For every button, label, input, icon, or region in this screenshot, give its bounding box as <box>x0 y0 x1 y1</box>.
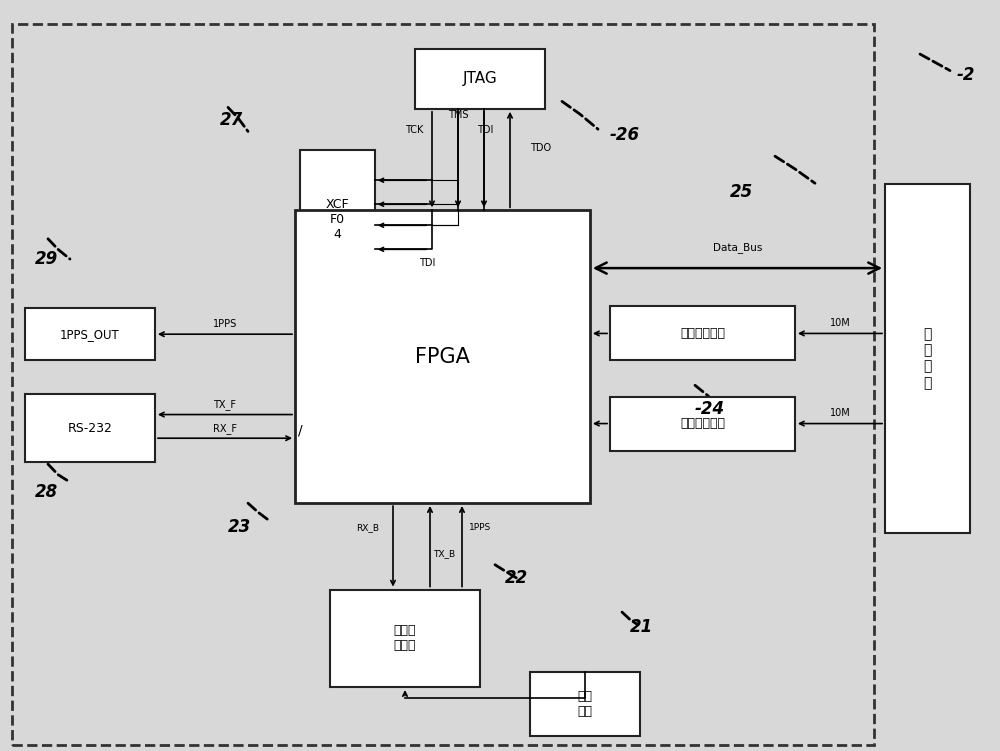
Text: /: / <box>298 423 302 437</box>
Text: 29: 29 <box>35 250 58 268</box>
Text: TDI: TDI <box>477 125 493 134</box>
Text: -2: -2 <box>957 66 976 84</box>
FancyBboxPatch shape <box>885 184 970 533</box>
FancyBboxPatch shape <box>25 394 155 462</box>
Text: RS-232: RS-232 <box>68 421 112 435</box>
Text: Data_Bus: Data_Bus <box>713 243 762 253</box>
Text: 21: 21 <box>630 618 653 636</box>
Text: 10M: 10M <box>830 318 850 328</box>
Text: TCK: TCK <box>405 125 423 134</box>
Text: FPGA: FPGA <box>415 347 470 366</box>
Text: RX_F: RX_F <box>213 423 237 434</box>
Text: -26: -26 <box>610 126 640 144</box>
Text: XCF
F0
4: XCF F0 4 <box>326 198 349 241</box>
Text: 北斗接
收模块: 北斗接 收模块 <box>394 624 416 653</box>
FancyBboxPatch shape <box>610 306 795 360</box>
FancyBboxPatch shape <box>330 590 480 687</box>
FancyBboxPatch shape <box>300 150 375 289</box>
FancyBboxPatch shape <box>25 308 155 360</box>
Text: 总
线
接
口: 总 线 接 口 <box>923 327 932 390</box>
Text: JTAG: JTAG <box>463 71 497 86</box>
Text: -24: -24 <box>695 400 725 418</box>
Text: 10M: 10M <box>830 408 850 418</box>
FancyBboxPatch shape <box>530 672 640 736</box>
FancyBboxPatch shape <box>610 397 795 451</box>
FancyBboxPatch shape <box>295 210 590 503</box>
Text: RX_B: RX_B <box>356 523 380 532</box>
Text: 27: 27 <box>220 111 243 129</box>
Text: 1PPS_OUT: 1PPS_OUT <box>60 327 120 341</box>
FancyBboxPatch shape <box>415 49 545 109</box>
Text: 天线
接口: 天线 接口 <box>578 690 593 718</box>
Text: 25: 25 <box>730 182 753 201</box>
Text: TMS: TMS <box>448 110 468 119</box>
Text: 1PPS: 1PPS <box>469 523 491 532</box>
Text: 时钟倍频芯片: 时钟倍频芯片 <box>680 327 725 340</box>
Text: TX_F: TX_F <box>213 400 236 410</box>
Text: TDI: TDI <box>419 258 435 268</box>
Text: TX_B: TX_B <box>433 550 455 558</box>
Text: 22: 22 <box>505 569 528 587</box>
Text: TDO: TDO <box>530 143 551 153</box>
Text: 28: 28 <box>35 483 58 501</box>
Text: 时钟倍频芯片: 时钟倍频芯片 <box>680 417 725 430</box>
Text: 1PPS: 1PPS <box>213 318 237 329</box>
Text: 23: 23 <box>228 518 251 536</box>
